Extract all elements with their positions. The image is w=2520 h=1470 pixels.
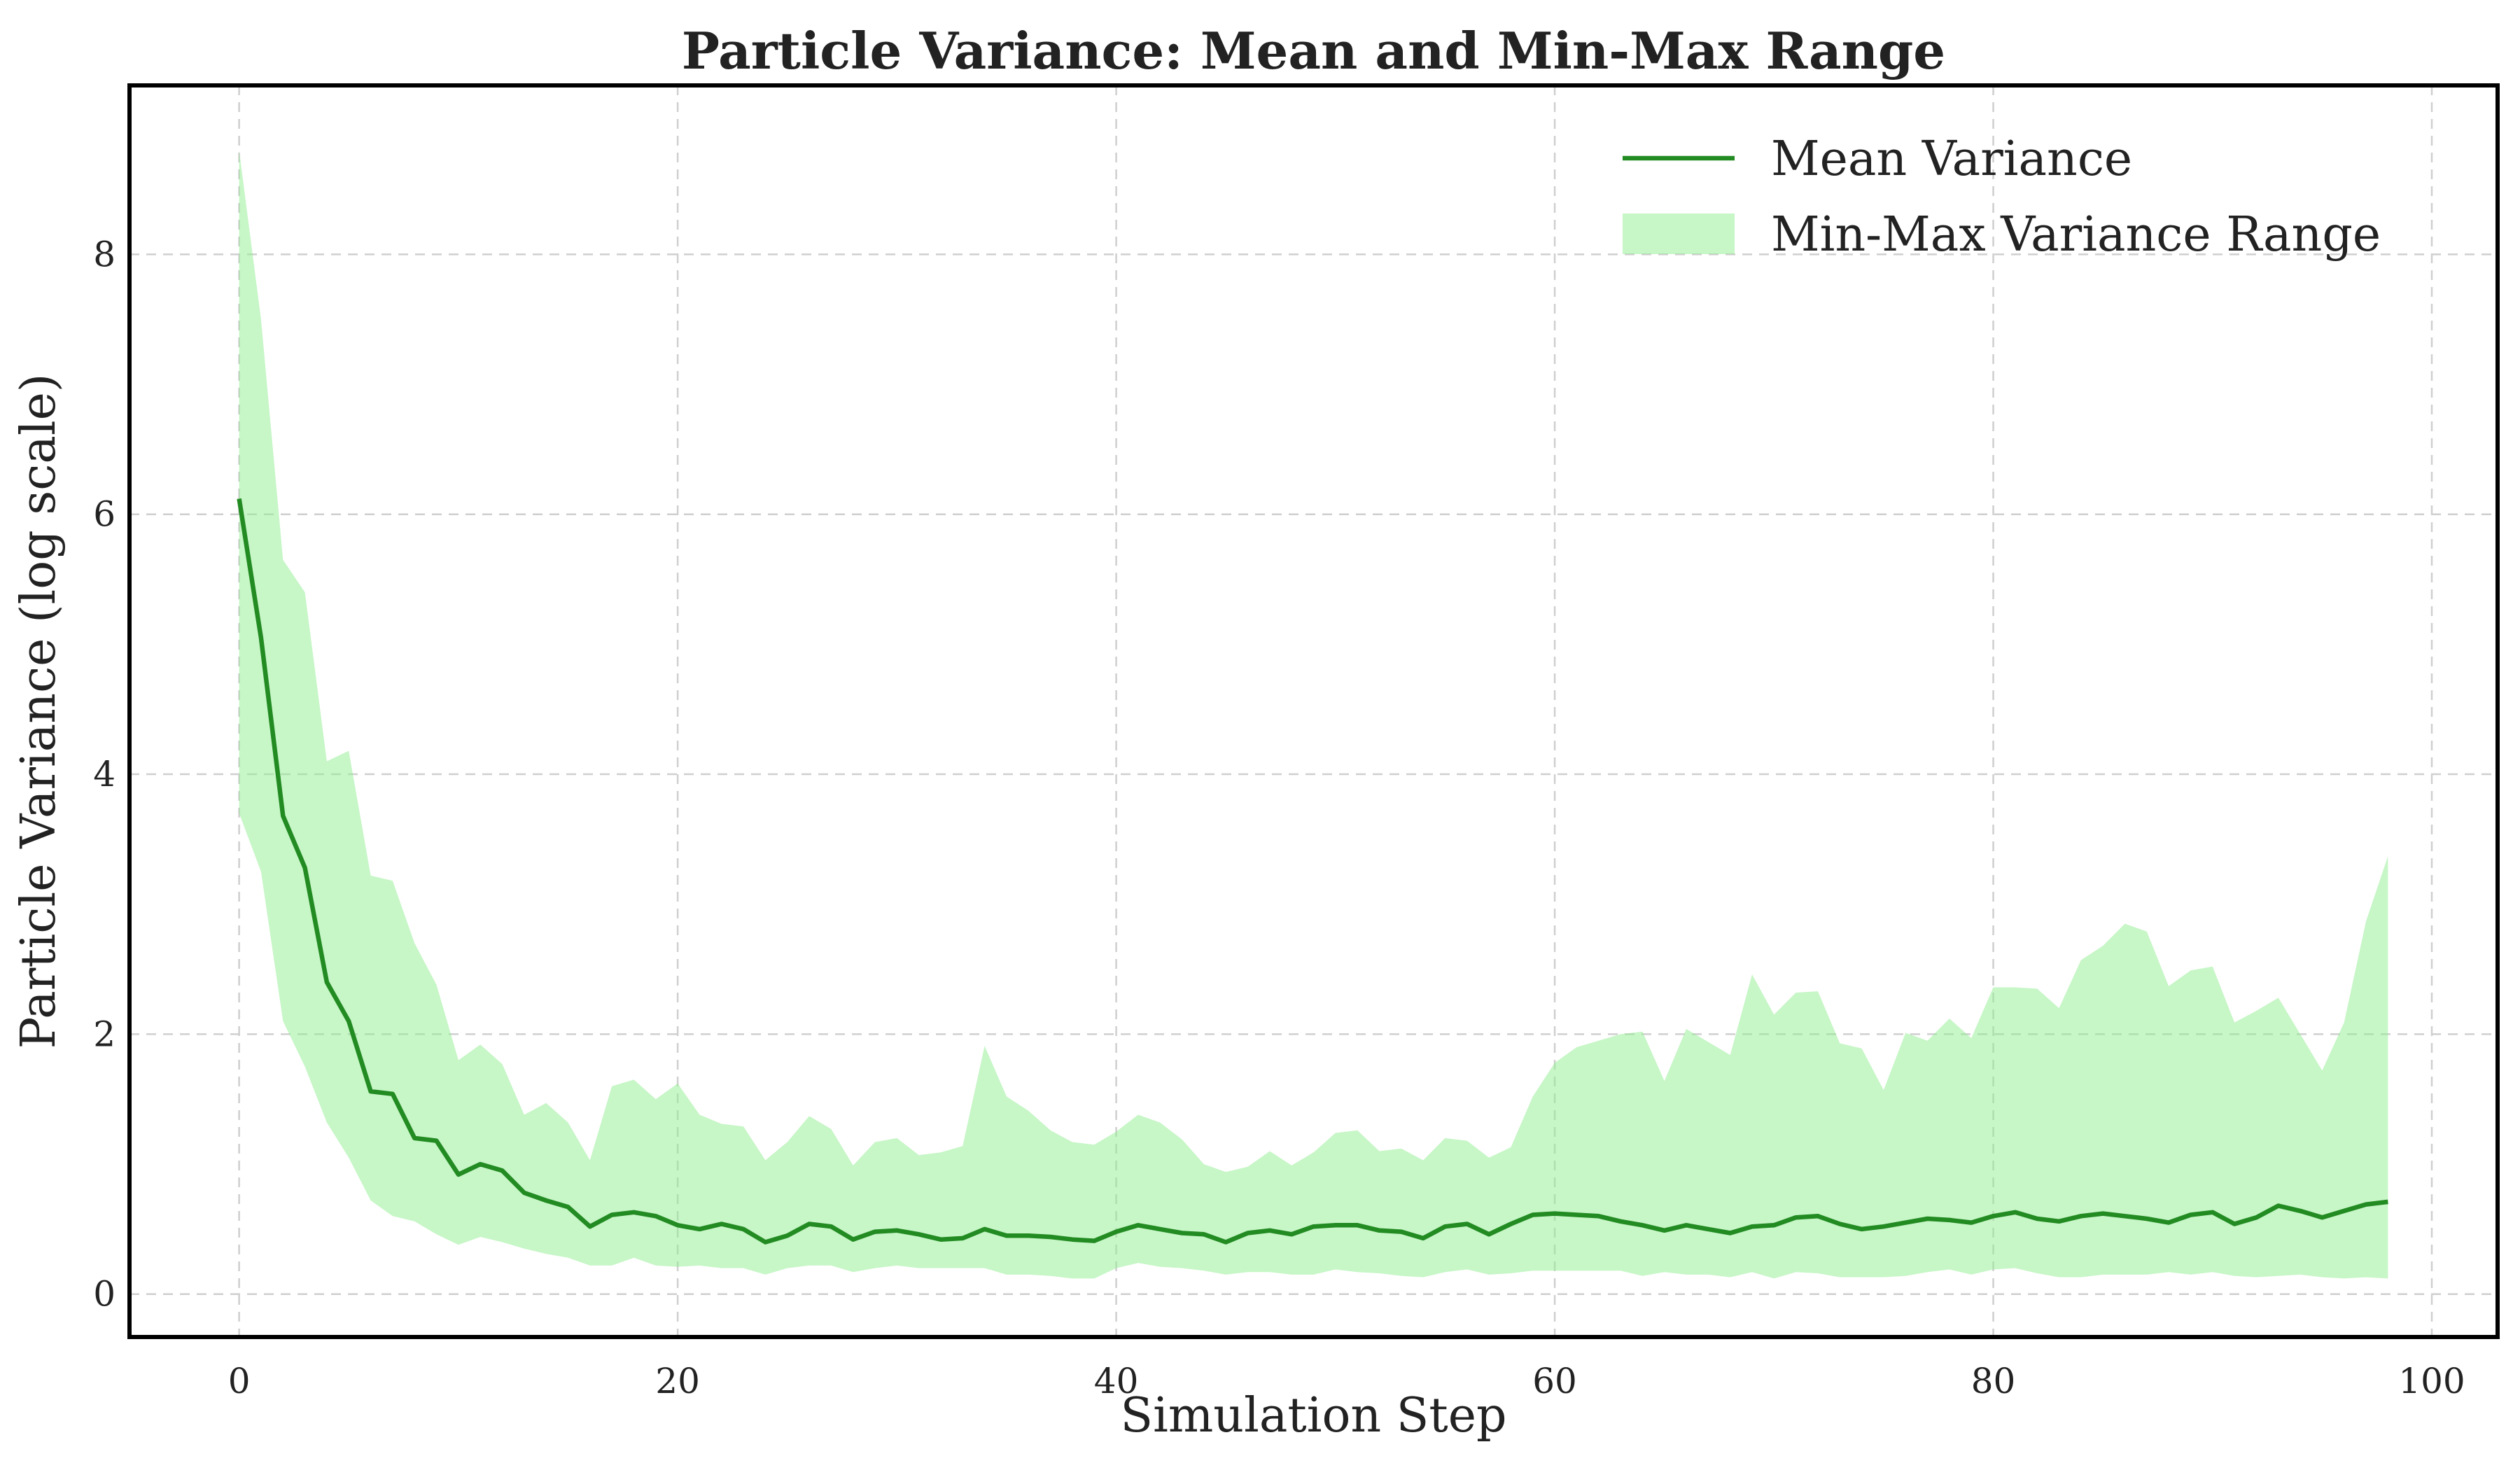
legend-label-mean-variance: Mean Variance xyxy=(1771,132,2132,187)
y-tick-label: 0 xyxy=(93,1274,115,1315)
x-tick-label: 80 xyxy=(1971,1361,2016,1401)
y-tick-label: 2 xyxy=(93,1014,115,1054)
x-axis-ticks: 0 20 40 60 80 100 xyxy=(228,1361,2465,1401)
x-tick-label: 100 xyxy=(2398,1361,2465,1401)
x-tick-label: 60 xyxy=(1532,1361,1577,1401)
legend-label-min-max-range: Min-Max Variance Range xyxy=(1771,207,2381,262)
grid xyxy=(130,85,2498,1337)
legend: Mean Variance Min-Max Variance Range xyxy=(1623,132,2381,262)
x-axis-label: Simulation Step xyxy=(1120,1388,1506,1443)
y-tick-label: 8 xyxy=(93,234,115,274)
x-tick-label: 20 xyxy=(655,1361,700,1401)
y-axis-label: Particle Variance (log scale) xyxy=(11,374,66,1049)
chart-title: Particle Variance: Mean and Min-Max Rang… xyxy=(682,21,1945,80)
x-tick-label: 0 xyxy=(228,1361,251,1401)
x-tick-label: 40 xyxy=(1094,1361,1139,1401)
plot-frame xyxy=(127,83,2500,1339)
min-max-range-band xyxy=(239,150,2388,1279)
mean-variance-line xyxy=(237,498,2388,1245)
y-tick-label: 6 xyxy=(93,494,115,535)
y-tick-label: 4 xyxy=(93,754,115,794)
y-axis-ticks: 0 2 4 6 8 xyxy=(93,234,115,1314)
legend-swatch-min-max-range xyxy=(1623,214,1735,254)
